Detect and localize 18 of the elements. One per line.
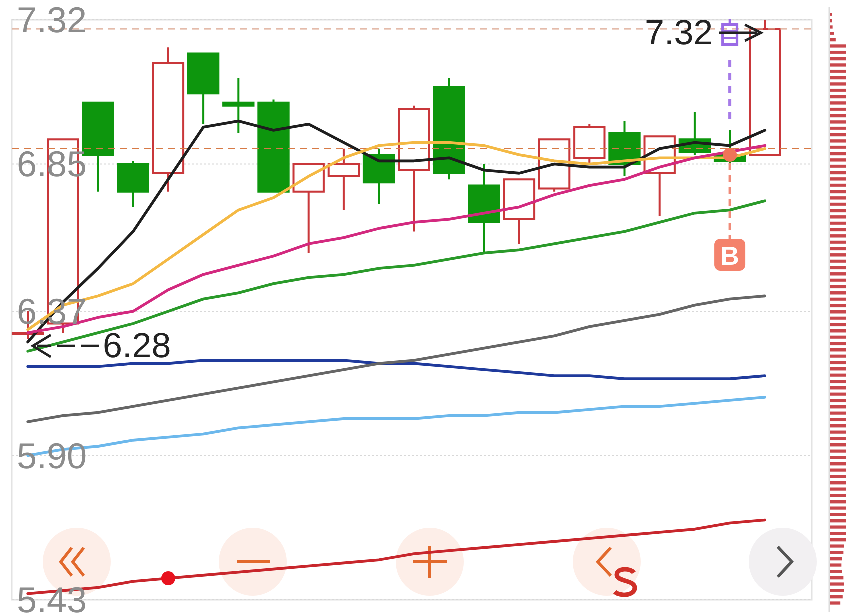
candlestick [187, 52, 220, 126]
candlestick [152, 46, 185, 193]
y-tick-label: 7.32 [17, 0, 88, 40]
y-tick-label: 5.43 [17, 580, 88, 614]
candlestick [433, 77, 466, 181]
annotation: 7.32 [645, 14, 714, 52]
candlestick [503, 178, 536, 246]
annotation: 6.28 [103, 326, 172, 366]
candlestick [468, 163, 500, 254]
candlestick [117, 160, 150, 208]
candlestick [222, 77, 255, 135]
candlestick [328, 148, 360, 212]
candlestick [574, 123, 606, 166]
candlestick [398, 104, 430, 233]
line-series [26, 359, 767, 380]
annotation: B [720, 241, 740, 272]
candlestick [258, 98, 290, 193]
candlestick [362, 148, 396, 206]
